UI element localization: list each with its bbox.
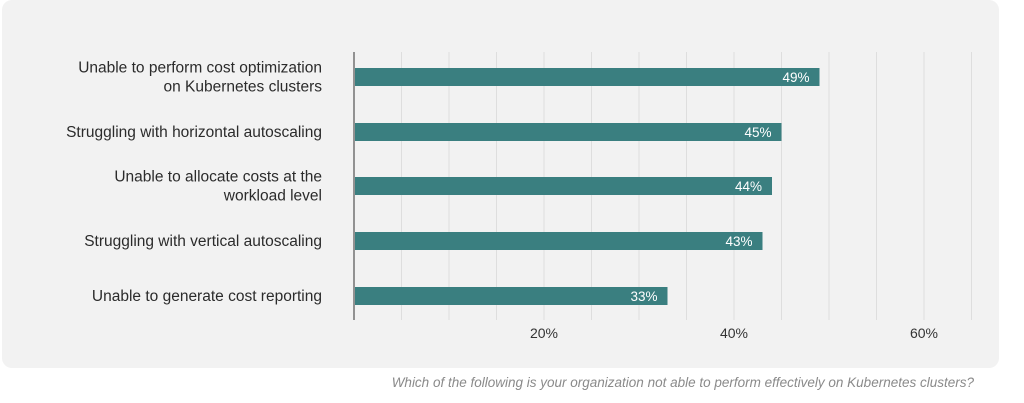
chart-caption: Which of the following is your organizat… — [391, 375, 974, 390]
x-axis-ticks: 20% 40% 60% — [530, 325, 938, 341]
category-label: Struggling with horizontal autoscaling — [66, 124, 322, 141]
data-label: 33% — [630, 289, 657, 304]
category-labels: Unable to perform cost optimization on Ku… — [66, 60, 322, 306]
data-label: 43% — [725, 234, 752, 249]
bar — [355, 177, 772, 195]
bars: 49% 45% 44% 43% 33% — [355, 68, 820, 305]
chart-panel: 49% 45% 44% 43% 33% Unable to perform cost o… — [2, 0, 999, 368]
bar — [355, 232, 763, 250]
bar-chart: 49% 45% 44% 43% 33% Unable to perform cost o… — [66, 52, 972, 341]
category-label: Unable to allocate costs at the workload … — [114, 169, 322, 205]
category-label: Unable to perform cost optimization on Ku… — [78, 60, 322, 96]
x-tick-label: 60% — [910, 325, 938, 341]
x-tick-label: 20% — [530, 325, 558, 341]
data-label: 49% — [782, 70, 809, 85]
data-label: 45% — [744, 125, 771, 140]
bar — [355, 68, 820, 86]
bar — [355, 287, 668, 305]
x-tick-label: 40% — [720, 325, 748, 341]
category-label: Struggling with vertical autoscaling — [84, 233, 322, 250]
bar — [355, 123, 782, 141]
category-label: Unable to generate cost reporting — [92, 288, 322, 305]
data-label: 44% — [735, 179, 762, 194]
